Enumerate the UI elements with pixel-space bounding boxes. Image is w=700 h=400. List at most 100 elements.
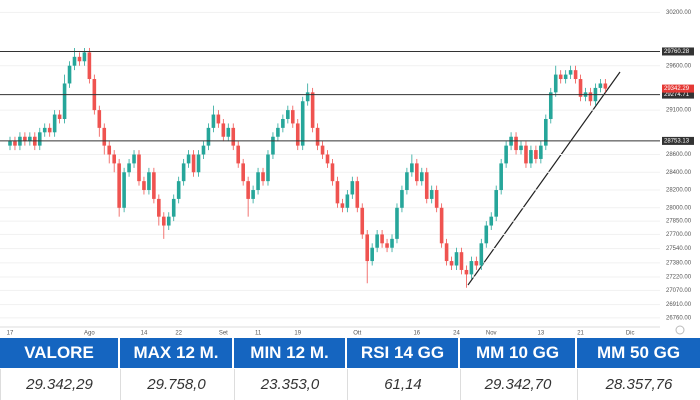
candle-body	[62, 83, 67, 119]
candle-body	[122, 172, 126, 208]
candle-body	[449, 261, 454, 266]
candle-body	[67, 65, 72, 84]
candle-body	[340, 203, 345, 208]
candle-body	[181, 163, 186, 182]
candle-body	[276, 127, 280, 137]
candle-body	[290, 110, 295, 124]
y-tick-label: 28200.00	[666, 188, 692, 194]
table-value: 29.342,29	[0, 369, 118, 400]
candle-body	[375, 234, 379, 248]
candle-body	[117, 163, 121, 208]
y-tick-label: 28000.00	[666, 205, 692, 211]
candle-body	[524, 145, 528, 164]
candle-body	[241, 163, 245, 182]
candle-body	[494, 190, 499, 217]
candle-body	[434, 190, 439, 208]
candle-body	[474, 261, 479, 266]
candle-body	[335, 181, 340, 204]
candle-body	[325, 154, 330, 164]
candle-body	[459, 252, 464, 270]
table-value: 23.353,0	[234, 369, 345, 400]
candle-body	[42, 127, 47, 133]
candle-body	[419, 172, 424, 182]
candle-body	[107, 145, 112, 155]
x-tick-label: 21	[577, 331, 584, 337]
candle-body	[157, 198, 161, 217]
candle-body	[424, 172, 429, 199]
candle-body	[77, 56, 82, 62]
candle-body	[534, 150, 538, 159]
level-label-box	[662, 90, 694, 99]
candle-body	[37, 132, 42, 146]
x-tick-label: 16	[413, 331, 420, 337]
last-price-label: 29342.29	[664, 86, 690, 92]
candle-body	[603, 83, 608, 89]
candle-body	[295, 123, 300, 146]
x-tick-label: 19	[294, 331, 301, 337]
table-header: RSI 14 GG	[347, 338, 458, 368]
candle-body	[52, 114, 57, 133]
candle-body	[519, 145, 523, 151]
candle-body	[415, 163, 419, 182]
table-value: 28.357,76	[577, 369, 700, 400]
candle-body	[251, 190, 255, 199]
table-header: MM 50 GG	[577, 338, 700, 368]
y-tick-label: 27380.00	[666, 260, 692, 266]
x-tick-label: Ott	[353, 331, 361, 337]
settings-icon[interactable]	[675, 325, 685, 335]
candle-body	[152, 172, 156, 199]
last-price-box	[662, 84, 694, 93]
candle-body	[563, 74, 568, 80]
candle-body	[380, 234, 384, 244]
candle-body	[350, 181, 355, 195]
candle-body	[504, 145, 508, 164]
candle-body	[365, 234, 370, 262]
candle-body	[102, 127, 107, 146]
candle-body	[558, 74, 563, 80]
candle-body	[261, 172, 265, 182]
candle-body	[171, 198, 176, 217]
candle-body	[548, 92, 553, 119]
candle-body	[23, 136, 27, 142]
candle-body	[221, 123, 226, 137]
candle-body	[271, 136, 275, 155]
summary-table: VALORE MAX 12 M. MIN 12 M. RSI 14 GG MM 10 G…	[0, 338, 700, 400]
table-header: VALORE	[0, 338, 118, 368]
level-label-box	[662, 47, 694, 56]
x-tick-label: Nov	[486, 331, 497, 337]
candle-body	[231, 127, 236, 146]
candle-body	[514, 136, 518, 151]
candle-body	[191, 154, 196, 173]
candle-body	[539, 145, 543, 159]
y-tick-label: 29600.00	[666, 63, 692, 69]
candle-body	[553, 74, 558, 93]
candle-body	[13, 141, 17, 146]
candle-body	[484, 225, 489, 244]
candle-body	[444, 243, 449, 262]
candle-body	[206, 127, 211, 146]
candle-body	[236, 145, 241, 164]
candle-body	[147, 172, 151, 191]
candle-body	[315, 127, 320, 146]
table-value: 29.758,0	[120, 369, 232, 400]
candle-body	[186, 154, 191, 164]
candle-body	[87, 52, 92, 80]
candle-body	[28, 136, 32, 142]
candle-body	[211, 114, 216, 128]
candle-body	[429, 190, 434, 199]
candle-body	[127, 163, 131, 173]
candle-body	[489, 216, 494, 226]
table-value: 29.342,70	[460, 369, 575, 400]
candle-body	[385, 243, 389, 248]
candle-body	[479, 243, 484, 266]
candle-body	[226, 127, 231, 137]
candle-body	[578, 79, 583, 97]
candle-body	[300, 101, 305, 146]
y-tick-label: 26910.00	[666, 302, 692, 308]
candle-body	[529, 150, 533, 164]
candle-body	[390, 238, 394, 248]
trend-line	[467, 71, 621, 286]
candle-body	[97, 110, 102, 128]
x-tick-label: 17	[7, 331, 14, 337]
candle-body	[345, 194, 350, 208]
